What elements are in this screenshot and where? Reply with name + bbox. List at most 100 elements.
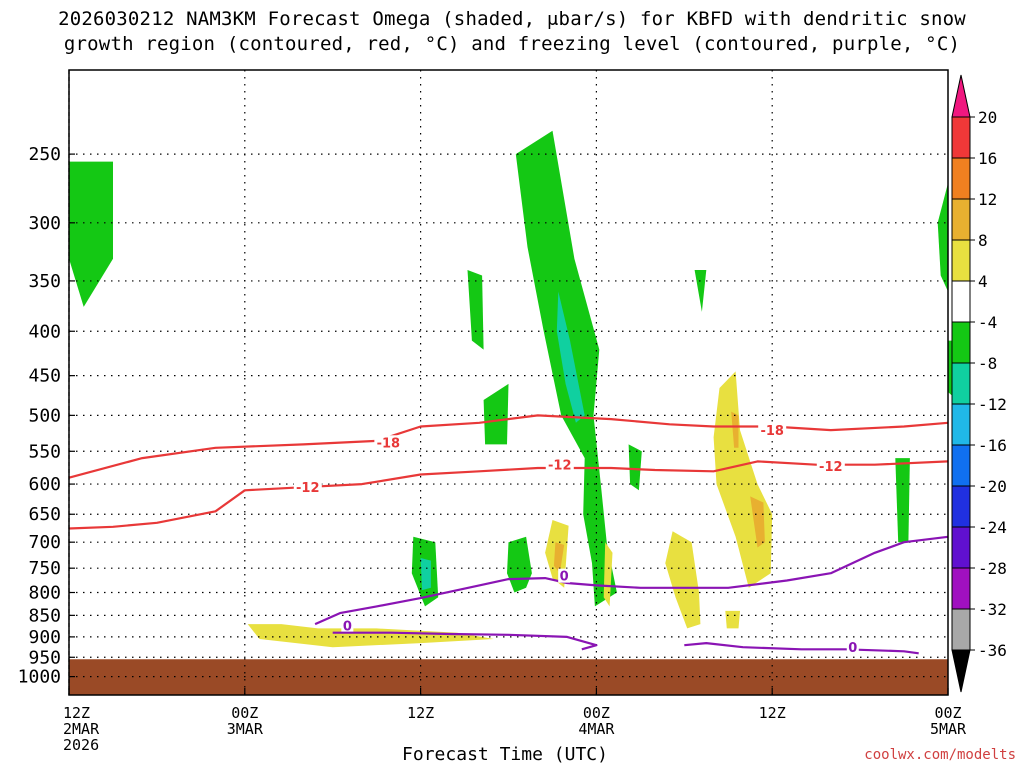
omega-region-3 (556, 291, 585, 423)
colorbar-bottom-triangle (951, 649, 971, 693)
omega-region-18 (553, 542, 565, 574)
dgz-label-bg-1 (374, 435, 403, 450)
x-tick-label-2-1: 12Z (407, 704, 434, 722)
x-tick-label-3-1: 00Z (583, 704, 610, 722)
colorbar-box-5 (951, 280, 971, 323)
dgz-contour-label-4: -18 (760, 424, 784, 439)
x-tick-label-0-1: 12Z (63, 704, 90, 722)
omega-region-12 (937, 183, 948, 292)
x-tick-label-5-2: 5MAR (930, 720, 967, 738)
credit-text: coolwx.com/modelts (864, 747, 1016, 763)
y-tick-label-600: 600 (28, 474, 61, 495)
omega-region-4 (467, 270, 484, 350)
x-tick-label-1-2: 3MAR (227, 720, 264, 738)
colorbar-label-3: 8 (978, 231, 988, 250)
omega-region-10 (694, 270, 707, 312)
omega-region-7 (420, 558, 431, 591)
colorbar-label-10: -24 (978, 518, 1007, 537)
omega-region-16 (731, 411, 739, 448)
colorbar-label-5: -4 (978, 313, 997, 332)
y-tick-label-250: 250 (28, 144, 61, 165)
freezing-contour-3 (684, 642, 919, 655)
x-tick-label-4-1: 12Z (759, 704, 786, 722)
colorbar-label-4: 4 (978, 272, 988, 291)
colorbar-label-13: -36 (978, 641, 1007, 660)
omega-region-19 (603, 542, 613, 607)
y-tick-label-950: 950 (28, 647, 61, 668)
colorbar-box-1 (951, 116, 971, 159)
colorbar-label-8: -16 (978, 436, 1007, 455)
x-tick-label-0-3: 2026 (63, 736, 99, 754)
x-tick-label-3-2: 4MAR (578, 720, 615, 738)
colorbar-box-3 (951, 198, 971, 241)
y-tick-label-1000: 1000 (18, 667, 61, 688)
y-tick-label-400: 400 (28, 321, 61, 342)
dgz-label-bg-2 (293, 480, 322, 495)
colorbar-box-7 (951, 362, 971, 405)
colorbar-label-2: 12 (978, 190, 997, 209)
axis-layer: 2503003504004505005506006507007508008509… (18, 69, 967, 754)
omega-region-11 (895, 458, 910, 543)
dgz-label-bg-4 (758, 423, 787, 438)
terrain-layer (69, 659, 948, 695)
x-tick-label-5-1: 00Z (934, 704, 961, 722)
colorbar-box-8 (951, 403, 971, 446)
colorbar-label-1: 16 (978, 149, 997, 168)
colorbar-top-triangle (951, 74, 971, 118)
omega-region-5 (483, 383, 509, 445)
y-tick-label-650: 650 (28, 504, 61, 525)
terrain-fill (69, 659, 948, 695)
omega-region-22 (725, 610, 740, 629)
colorbar-box-6 (951, 321, 971, 364)
y-tick-label-700: 700 (28, 532, 61, 553)
x-tick-label-0-2: 2MAR (63, 720, 100, 738)
omega-region-1 (69, 161, 113, 307)
y-tick-label-500: 500 (28, 405, 61, 426)
chart-title-line-1: 2026030212 NAM3KM Forecast Omega (shaded… (58, 8, 966, 30)
y-tick-label-350: 350 (28, 271, 61, 292)
dgz-contour-label-2: -12 (296, 481, 320, 496)
colorbar-box-2 (951, 157, 971, 200)
freezing-label-bg-3 (846, 640, 859, 655)
colorbar-box-10 (951, 485, 971, 528)
freezing-label-bg-2 (558, 568, 571, 583)
colorbar-label-0: 20 (978, 108, 997, 127)
dgz-contour-2 (68, 460, 949, 530)
contour-layer: -18 -12 -12 -18 -12 0 0 0 (68, 414, 949, 656)
y-tick-label-300: 300 (28, 213, 61, 234)
y-tick-label-550: 550 (28, 441, 61, 462)
dgz-contour-1 (68, 414, 949, 479)
y-tick-label-800: 800 (28, 583, 61, 604)
freezing-contour-label-2: 0 (560, 570, 569, 585)
dgz-label-bg-5 (816, 459, 845, 474)
x-tick-label-1-1: 00Z (231, 704, 258, 722)
chart-title-line-2: growth region (contoured, red, °C) and f… (63, 33, 961, 55)
colorbar-label-9: -20 (978, 477, 1007, 496)
colorbar-label-6: -8 (978, 354, 997, 373)
dgz-contour-label-5: -12 (819, 460, 843, 475)
y-tick-label-450: 450 (28, 366, 61, 387)
colorbar-box-9 (951, 444, 971, 487)
plot-area (69, 70, 948, 695)
colorbar-label-11: -28 (978, 559, 1007, 578)
omega-region-20 (665, 531, 701, 629)
colorbar-box-4 (951, 239, 971, 282)
freezing-label-bg-1 (341, 618, 354, 633)
dgz-label-bg-3 (545, 457, 574, 472)
freezing-contour-label-1: 0 (343, 619, 352, 634)
freezing-contour-label-3: 0 (848, 641, 857, 656)
y-tick-label-900: 900 (28, 627, 61, 648)
colorbar-box-11 (951, 526, 971, 569)
x-axis-label: Forecast Time (UTC) (402, 744, 608, 765)
omega-region-15 (750, 496, 765, 548)
y-tick-label-850: 850 (28, 605, 61, 626)
plot-background (69, 70, 948, 695)
omega-region-21 (247, 624, 494, 648)
dgz-contour-label-1: -18 (377, 436, 401, 451)
omega-region-9 (628, 444, 642, 491)
colorbar-label-12: -32 (978, 600, 1007, 619)
colorbar-box-13 (951, 608, 971, 651)
plot-frame (68, 69, 949, 696)
colorbar: 20 16 12 8 4 -4 -8 -12 -16 -20 -24 -28 -32 -36 (951, 74, 1007, 693)
